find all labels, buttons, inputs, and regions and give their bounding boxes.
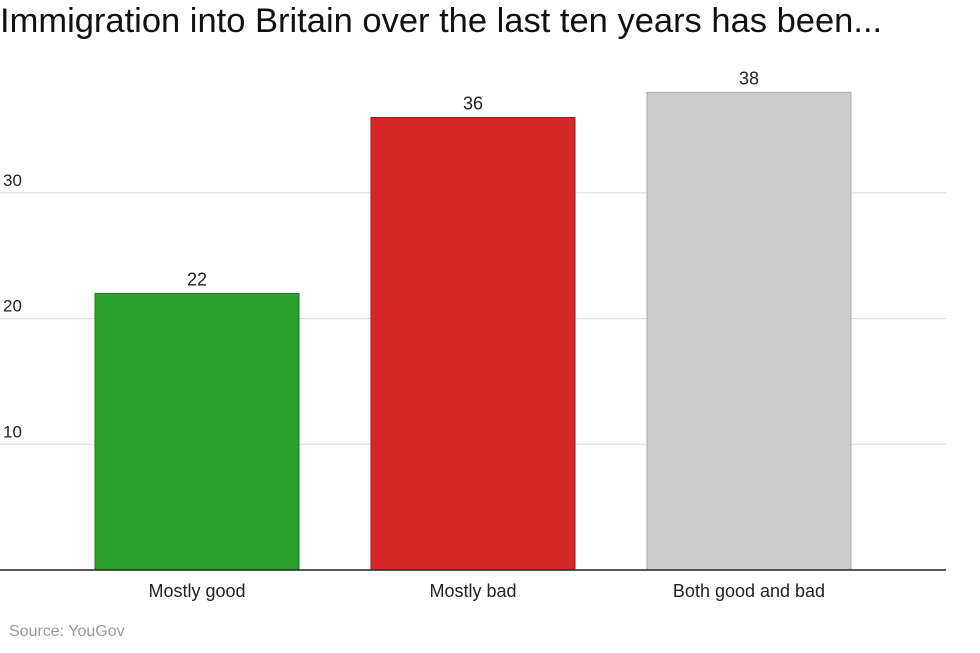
chart-title: Immigration into Britain over the last t… [0, 2, 883, 40]
bar [94, 292, 300, 571]
x-tick-label: Mostly bad [429, 581, 516, 601]
x-tick-label: Both good and bad [673, 581, 825, 601]
bar-value-label: 22 [187, 269, 207, 289]
y-tick-label: 10 [3, 422, 22, 441]
bar [370, 116, 576, 571]
bar-value-label: 36 [463, 93, 483, 113]
source-note: Source: YouGov [9, 623, 125, 640]
bar-value-label: 38 [739, 68, 759, 88]
y-tick-label: 30 [3, 171, 22, 190]
bar [646, 91, 852, 571]
y-tick-label: 20 [3, 297, 22, 316]
x-tick-label: Mostly good [148, 581, 245, 601]
